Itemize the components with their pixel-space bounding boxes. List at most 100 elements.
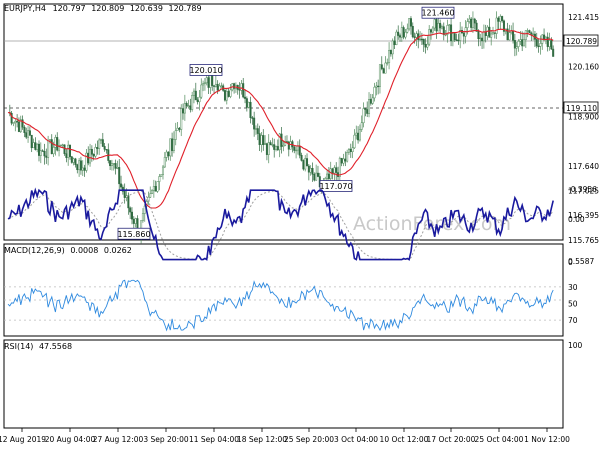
candle-body (103, 146, 106, 150)
candle-body (420, 38, 423, 41)
candle-body (74, 158, 77, 165)
candle-body (151, 189, 154, 195)
candle-body (468, 18, 471, 22)
candle-body (426, 43, 429, 48)
candle-body (267, 142, 270, 155)
candle-body (76, 164, 79, 171)
candle-body (256, 128, 259, 134)
candle-body (120, 183, 123, 188)
candle-body (203, 82, 206, 84)
candle-body (118, 167, 121, 185)
candle-body (333, 167, 336, 174)
candle-body (174, 130, 177, 140)
candle-body (98, 139, 101, 149)
macd-y-tick: 0.00 (568, 215, 585, 224)
candle-body (304, 158, 307, 170)
candle-body (134, 218, 137, 224)
candle-body (366, 109, 369, 114)
candle-body (477, 31, 480, 40)
candle-body (143, 205, 146, 214)
candle-body (539, 43, 542, 47)
candle-body (409, 18, 412, 27)
candle-body (158, 176, 161, 182)
candle-body (191, 95, 194, 110)
candle-body (50, 139, 53, 155)
candle-body (72, 158, 75, 163)
candle-body (245, 98, 248, 108)
candle-body (30, 134, 33, 149)
price-header: EURJPY,H4 120.797 120.809 120.639 120.78… (4, 4, 202, 13)
candle-body (362, 108, 365, 124)
candle-body (497, 17, 500, 22)
price-y-tick: 116.395 (568, 211, 599, 220)
candle-body (238, 89, 241, 91)
candle-body (28, 130, 31, 136)
candle-body (419, 38, 422, 41)
candle-body (315, 172, 318, 181)
x-tick-label: 3 Sep 20:00 (143, 435, 189, 444)
rsi-y-tick: 0 (568, 258, 573, 267)
candle-body (406, 28, 409, 33)
annotation-box (421, 6, 455, 19)
candle-body (424, 44, 427, 48)
candle-body (311, 167, 314, 175)
candle-body (264, 143, 267, 146)
candle-body (251, 117, 254, 119)
candle-body (247, 101, 250, 108)
candle-body (528, 30, 531, 34)
candle-body (202, 83, 205, 86)
price-annotation: 121.460 (421, 6, 455, 19)
candle-body (484, 31, 487, 37)
candle-body (116, 167, 119, 169)
price-annotations: 115.860 120.010 117.070 121.460 (117, 6, 455, 240)
candle-body (161, 166, 164, 175)
panel-frame (3, 339, 564, 429)
candle-body (163, 157, 166, 168)
candle-body (306, 158, 309, 167)
x-tick-label: 18 Sep 12:00 (237, 435, 287, 444)
macd-header: MACD(12,26,9) 0.0008 0.0262 (4, 246, 132, 255)
candle-body (45, 155, 48, 158)
price-annotation: 117.070 (319, 180, 353, 192)
candle-body (517, 41, 520, 47)
candle-body (295, 149, 298, 152)
candle-body (373, 86, 376, 99)
candle-body (349, 148, 352, 152)
x-tick-label: 11 Sep 04:00 (189, 435, 239, 444)
candle-body (213, 85, 216, 87)
annotation-label: 121.460 (421, 9, 454, 18)
macd-lines (7, 187, 554, 261)
candle-body (537, 45, 540, 48)
current-price-label-box (563, 34, 599, 47)
candle-body (296, 145, 299, 151)
candle-body (360, 122, 363, 130)
rsi-y-tick: 70 (568, 316, 578, 325)
candle-body (34, 142, 37, 150)
candle-body (389, 50, 392, 55)
candle-body (386, 62, 389, 64)
candle-body (278, 133, 281, 151)
candle-body (269, 142, 272, 146)
candle-body (422, 38, 425, 45)
candle-body (23, 126, 26, 133)
candle-body (331, 168, 334, 174)
candle-body (466, 21, 469, 28)
candle-body (12, 122, 15, 124)
candle-body (242, 83, 245, 98)
candle-body (327, 173, 330, 179)
candle-body (209, 75, 212, 88)
candle-body (275, 146, 278, 150)
panel-headers: EURJPY,H4 120.797 120.809 120.639 120.78… (4, 4, 202, 351)
candle-body (302, 160, 305, 170)
candle-body (444, 34, 447, 36)
candle-body (481, 37, 484, 42)
candle-body (430, 29, 433, 33)
candle-body (371, 97, 374, 104)
candle-body (471, 18, 474, 28)
candle-body (36, 143, 39, 150)
candle-body (440, 26, 443, 29)
candle-body (428, 29, 431, 45)
candle-body (58, 145, 61, 151)
candle-body (160, 174, 163, 177)
candle-body (351, 147, 354, 152)
